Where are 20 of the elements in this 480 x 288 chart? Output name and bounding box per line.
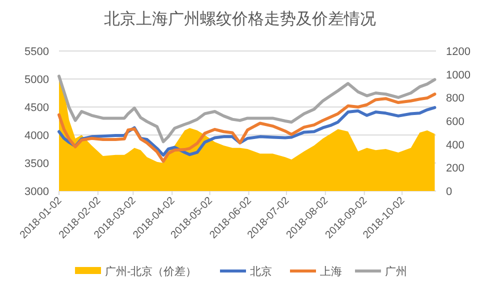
legend-label: 上海 bbox=[320, 265, 342, 278]
legend-label: 北京 bbox=[250, 265, 272, 278]
y-tick-label: 5000 bbox=[24, 74, 49, 86]
y-tick-label: 4500 bbox=[24, 102, 49, 114]
legend-label: 广州-北京（价差） bbox=[105, 265, 197, 278]
y-tick-label: 3000 bbox=[24, 186, 49, 198]
y2-tick-label: 400 bbox=[446, 139, 464, 152]
y2-tick-label: 600 bbox=[446, 116, 464, 128]
y2-tick-label: 200 bbox=[446, 162, 464, 175]
y-tick-label: 5500 bbox=[24, 46, 49, 58]
y2-tick-label: 1200 bbox=[446, 46, 470, 58]
line-series bbox=[58, 74, 436, 144]
y-tick-label: 3500 bbox=[24, 158, 49, 170]
y-tick-label: 4000 bbox=[24, 130, 49, 142]
chart-title: 北京上海广州螺纹价格走势及价差情况 bbox=[104, 10, 376, 28]
legend-label: 广州 bbox=[385, 265, 407, 278]
y2-tick-label: 0 bbox=[446, 186, 452, 198]
line-series bbox=[58, 92, 436, 163]
y2-tick-label: 1000 bbox=[446, 69, 470, 82]
y2-tick-label: 800 bbox=[446, 92, 464, 105]
